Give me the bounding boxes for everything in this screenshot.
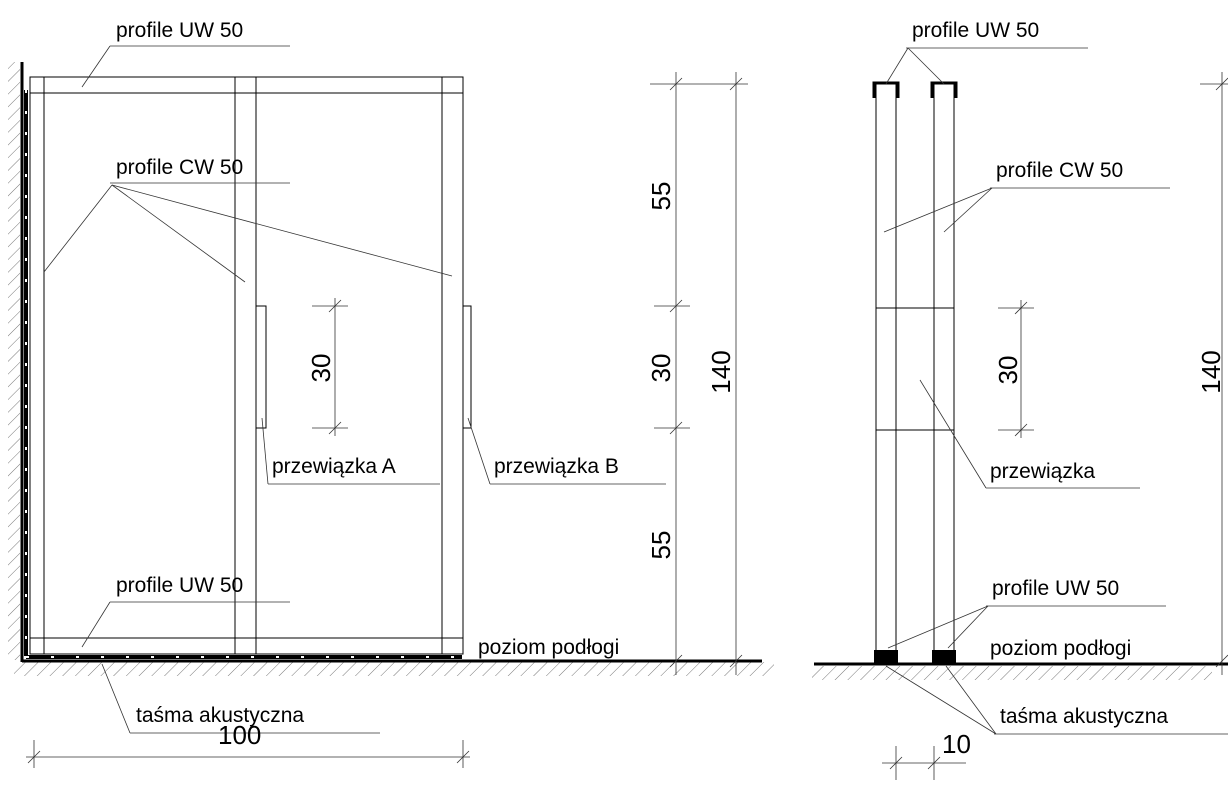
- label-tape-front: taśma akustyczna: [136, 704, 304, 727]
- brace-a: [255, 305, 267, 429]
- cw-stud-right: [933, 82, 955, 659]
- label-cw-side: profile CW 50: [996, 159, 1123, 182]
- floor-hatch-front: [14, 662, 774, 676]
- label-przewiazka-side: przewiązka: [990, 460, 1095, 483]
- dim-depth: 10: [942, 729, 971, 759]
- label-floor-side: poziom podłogi: [990, 637, 1131, 660]
- dim-brace-side: 30: [993, 356, 1023, 385]
- dim-brace-front: 30: [306, 354, 336, 383]
- wall-hatch: [8, 62, 20, 660]
- dim-upper: 55: [646, 182, 676, 211]
- floor-hatch-side: [812, 666, 1212, 680]
- label-uw-bottom-side: profile UW 50: [992, 577, 1119, 600]
- label-floor-front: poziom podłogi: [478, 636, 619, 659]
- uw-base-left: [874, 650, 898, 664]
- label-przewiazka-b: przewiązka B: [494, 455, 619, 478]
- front-view: profile UW 50 profile CW 50 przewiązka A…: [8, 19, 774, 768]
- uw-base-right: [932, 650, 956, 664]
- label-przewiazka-a: przewiązka A: [272, 455, 396, 478]
- frame-outline: [29, 76, 464, 655]
- dim-total-front: 140: [706, 350, 736, 393]
- label-cw: profile CW 50: [116, 156, 243, 179]
- label-uw-top-side: profile UW 50: [912, 19, 1039, 42]
- dim-lower: 55: [646, 531, 676, 560]
- dim-middle: 30: [646, 354, 676, 383]
- label-tape-side: taśma akustyczna: [1000, 705, 1168, 728]
- dim-total-side: 140: [1196, 350, 1226, 393]
- uw-cap-right: [930, 81, 958, 98]
- uw-cap-left: [872, 81, 900, 98]
- dim-width: 100: [218, 720, 261, 750]
- side-view: profile UW 50 profile CW 50 przewiązka p…: [812, 19, 1228, 780]
- cw-stud-left: [875, 82, 897, 659]
- label-uw-top: profile UW 50: [116, 19, 243, 42]
- label-uw-bottom: profile UW 50: [116, 574, 243, 597]
- brace-b: [462, 305, 472, 429]
